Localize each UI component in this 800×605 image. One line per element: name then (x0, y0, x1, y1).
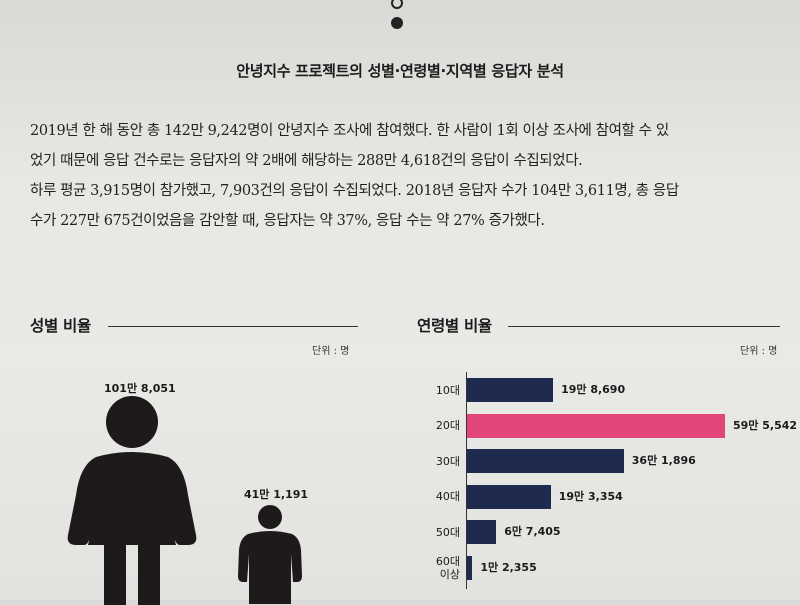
gender-title-rule (108, 326, 358, 327)
male-value: 41만 1,191 (244, 488, 309, 501)
open-circle-icon (391, 0, 403, 9)
bar-category-label: 40대 (435, 490, 460, 503)
bar (467, 520, 497, 544)
bar-category-label: 10대 (435, 383, 460, 397)
age-title-rule (508, 326, 780, 327)
gender-unit-label: 단위 : 명 (312, 346, 350, 357)
female-value: 101만 8,051 (104, 382, 176, 395)
bar-value-label: 36만 1,896 (631, 454, 696, 467)
paragraph-line: 수가 227만 675건이었음을 감안할 때, 응답자는 약 37%, 응답 수… (30, 213, 545, 229)
gender-section-title: 성별 비율 (30, 317, 91, 335)
bar-category-label: 60대 이상 (435, 554, 460, 581)
paragraph-line: 었기 때문에 응답 건수로는 응답자의 약 2배에 해당하는 288만 4,61… (30, 153, 583, 169)
bar-value-label: 1만 2,355 (480, 560, 537, 574)
paragraph-line: 하루 평균 3,915명이 참가했고, 7,903건의 응답이 수집되었다. 2… (30, 183, 679, 199)
bar-category-label: 50대 (435, 525, 460, 539)
page-heading: 안녕지수 프로젝트의 성별·연령별·지역별 응답자 분석 (236, 62, 564, 80)
filled-circle-icon (391, 17, 403, 29)
male-figure-icon (238, 505, 302, 604)
age-section-title: 연령별 비율 (417, 317, 492, 335)
bar (467, 484, 551, 509)
bar-value-label: 19만 8,690 (561, 383, 626, 396)
chart-axis-line (466, 372, 467, 589)
bar (467, 413, 725, 438)
bar-value-label: 59만 5,542 (733, 418, 798, 432)
bar-value-label: 6만 7,405 (504, 525, 561, 538)
bar-category-label: 20대 (435, 419, 460, 432)
bar (467, 378, 554, 402)
bar (467, 555, 473, 580)
bar-value-label: 19만 3,354 (558, 489, 623, 503)
age-unit-label: 단위 : 명 (740, 346, 778, 357)
paragraph-line: 2019년 한 해 동안 총 142만 9,242명이 안녕지수 조사에 참여했… (30, 123, 669, 139)
summary-paragraph: 2019년 한 해 동안 총 142만 9,242명이 안녕지수 조사에 참여했… (30, 116, 790, 236)
bar (467, 449, 624, 473)
female-figure-icon (67, 396, 197, 605)
bar-category-label: 30대 (435, 454, 460, 468)
